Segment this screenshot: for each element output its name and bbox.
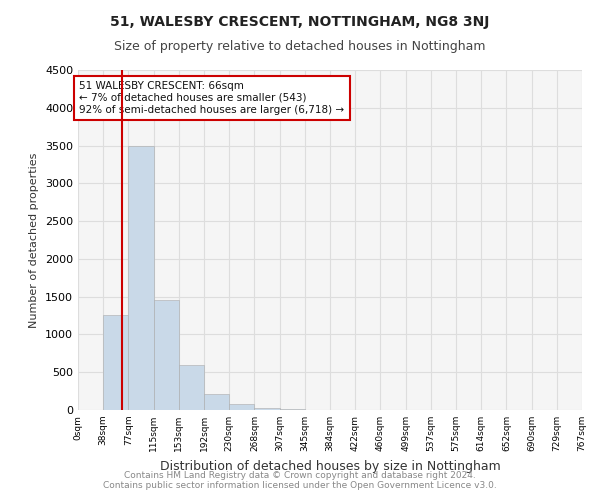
Bar [254,408,280,410]
X-axis label: Distribution of detached houses by size in Nottingham: Distribution of detached houses by size … [160,460,500,472]
Text: 51, WALESBY CRESCENT, NOTTINGHAM, NG8 3NJ: 51, WALESBY CRESCENT, NOTTINGHAM, NG8 3N… [110,15,490,29]
Bar [103,315,128,410]
Bar [179,366,204,410]
Y-axis label: Number of detached properties: Number of detached properties [29,152,40,328]
Text: 51 WALESBY CRESCENT: 66sqm
← 7% of detached houses are smaller (543)
92% of semi: 51 WALESBY CRESCENT: 66sqm ← 7% of detac… [79,82,344,114]
Bar [154,300,179,410]
Bar [229,404,254,410]
Text: Size of property relative to detached houses in Nottingham: Size of property relative to detached ho… [114,40,486,53]
Text: Contains HM Land Registry data © Crown copyright and database right 2024.
Contai: Contains HM Land Registry data © Crown c… [103,470,497,490]
Bar [204,394,229,410]
Bar [128,146,154,410]
